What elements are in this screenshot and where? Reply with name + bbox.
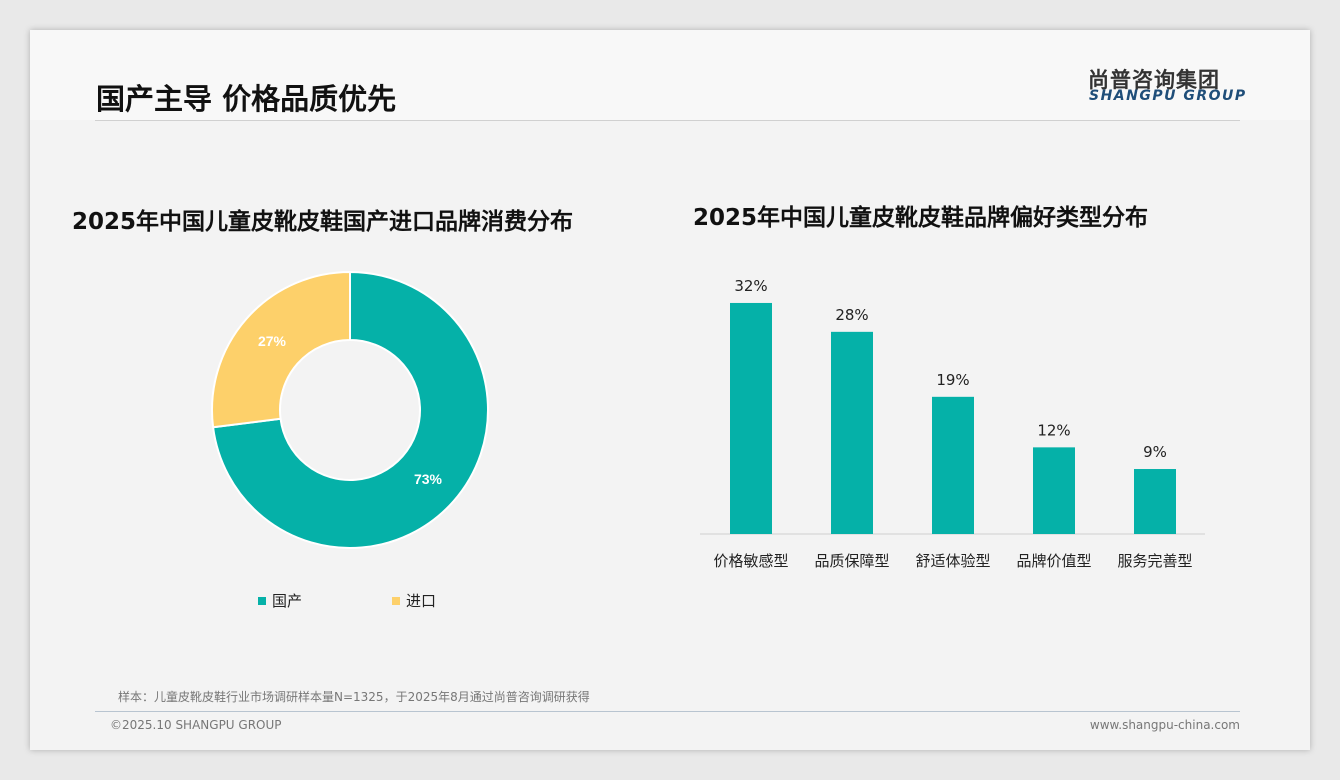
bar-data-label: 19%	[936, 371, 969, 389]
bar	[932, 396, 974, 534]
bar	[831, 331, 873, 534]
legend-item-domestic: 国产	[258, 590, 302, 611]
bar-category-label: 舒适体验型	[915, 552, 990, 570]
logo-english: SHANGPU GROUP	[1089, 88, 1247, 104]
bar-category-label: 品质保障型	[814, 552, 889, 570]
slide: 国产主导 价格品质优先 尚普咨询集团 SHANGPU GROUP 2025年中国…	[30, 30, 1310, 750]
bar-data-label: 9%	[1143, 443, 1167, 461]
donut-chart-title: 2025年中国儿童皮靴皮鞋国产进口品牌消费分布	[72, 209, 574, 235]
bar-data-label: 28%	[835, 306, 868, 324]
legend-label: 进口	[406, 592, 437, 610]
header-divider	[95, 120, 1240, 121]
footer-divider	[95, 711, 1240, 712]
bar-category-label: 品牌价值型	[1016, 552, 1091, 570]
legend-swatch-import	[392, 596, 400, 605]
bar	[1033, 447, 1075, 534]
bar-data-label: 32%	[734, 277, 767, 295]
bar	[730, 302, 772, 534]
legend-label: 国产	[272, 592, 303, 610]
charts-canvas: 73% 27% 32% 价格敏感型 28% 品质保障型 19% 舒适体验型 12% 品牌价值型 9%…	[211, 270, 1205, 570]
bar-chart-title: 2025年中国儿童皮靴皮鞋品牌偏好类型分布	[693, 205, 1149, 231]
logo-chinese: 尚普咨询集团	[1088, 68, 1220, 92]
donut-slice-1	[211, 270, 351, 429]
bar	[1134, 469, 1176, 534]
legend-item-import: 进口	[392, 590, 436, 611]
bar-category-label: 价格敏感型	[713, 552, 788, 570]
donut-slice-0	[211, 270, 489, 549]
copyright: ©2025.10 SHANGPU GROUP	[110, 718, 282, 732]
website-link[interactable]: www.shangpu-china.com	[1089, 718, 1240, 732]
legend-swatch-domestic	[258, 596, 266, 605]
header	[30, 30, 1310, 120]
sample-note: 样本：儿童皮靴皮鞋行业市场调研样本量N=1325，于2025年8月通过尚普咨询调…	[118, 690, 590, 704]
donut-data-label: 27%	[258, 333, 287, 349]
bar-category-label: 服务完善型	[1117, 552, 1192, 570]
page-title: 国产主导 价格品质优先	[96, 82, 397, 116]
bar-data-label: 12%	[1037, 421, 1070, 439]
donut-data-label: 73%	[414, 471, 443, 487]
